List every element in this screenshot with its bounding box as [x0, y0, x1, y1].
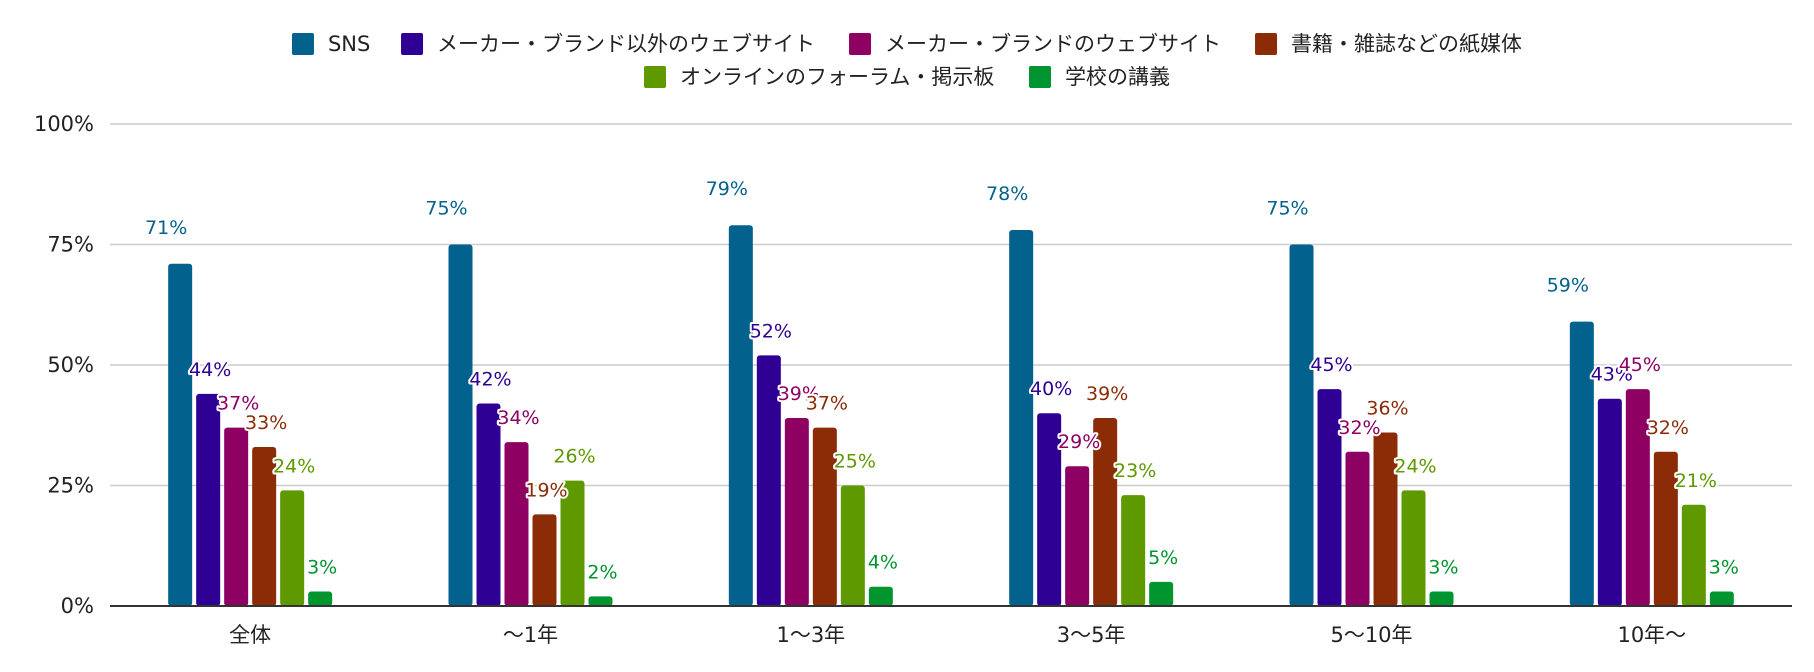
data-label: 45%	[1619, 354, 1661, 376]
data-label: 3%	[1709, 557, 1739, 579]
data-label: 71%	[145, 217, 187, 239]
data-label: 37%	[806, 393, 848, 415]
bar	[196, 393, 221, 606]
data-label: 75%	[1266, 198, 1308, 220]
bar	[476, 403, 501, 606]
data-label: 23%	[1114, 460, 1156, 482]
data-label: 29%	[1058, 431, 1100, 453]
bar	[1289, 244, 1314, 606]
x-tick-label: 1〜3年	[776, 623, 845, 647]
data-label: 39%	[1086, 383, 1128, 405]
data-label: 32%	[1647, 417, 1689, 439]
data-label: 52%	[750, 320, 792, 342]
bar	[1093, 418, 1118, 606]
data-label: 43%	[1591, 364, 1633, 386]
data-label: 21%	[1675, 470, 1717, 492]
bar	[1317, 389, 1342, 606]
y-tick-label: 0%	[61, 594, 94, 618]
bar	[1373, 432, 1398, 606]
bar	[1065, 466, 1090, 606]
bar	[756, 355, 781, 606]
bar	[1121, 495, 1146, 606]
data-label: 19%	[525, 479, 567, 501]
bar	[1681, 504, 1706, 606]
bar	[1569, 321, 1594, 606]
data-label: 2%	[587, 561, 617, 583]
bar	[560, 480, 585, 606]
bar	[1709, 591, 1734, 606]
bar	[1597, 398, 1622, 606]
bar	[1037, 413, 1062, 606]
bar	[1429, 591, 1454, 606]
data-label: 34%	[497, 407, 539, 429]
bar	[1401, 490, 1426, 606]
x-tick-label: 5〜10年	[1330, 623, 1412, 647]
data-label: 5%	[1148, 547, 1178, 569]
bar	[840, 485, 865, 606]
bar	[784, 418, 809, 606]
data-label: 44%	[189, 359, 231, 381]
legend-swatch	[401, 33, 424, 55]
data-label: 4%	[868, 552, 898, 574]
legend-label: SNS	[328, 32, 370, 56]
x-tick-label: 全体	[229, 623, 271, 647]
bar	[1009, 230, 1034, 607]
data-label: 59%	[1547, 275, 1589, 297]
y-tick-label: 50%	[47, 353, 94, 377]
data-label: 79%	[706, 178, 748, 200]
data-label: 32%	[1338, 417, 1380, 439]
legend-label: メーカー・ブランド以外のウェブサイト	[437, 32, 815, 56]
data-label: 3%	[1428, 557, 1458, 579]
x-tick-label: 10年〜	[1617, 623, 1686, 647]
data-label: 45%	[1310, 354, 1352, 376]
legend-label: メーカー・ブランドのウェブサイト	[885, 32, 1221, 56]
bar	[812, 427, 837, 606]
data-label: 3%	[307, 557, 337, 579]
data-label: 75%	[425, 198, 467, 220]
legend-label: オンラインのフォーラム・掲示板	[680, 65, 994, 89]
data-label: 42%	[469, 369, 511, 391]
data-label: 36%	[1366, 397, 1408, 419]
bar	[532, 514, 557, 606]
legend-swatch	[849, 33, 872, 55]
bar	[308, 591, 333, 606]
bar	[504, 442, 529, 606]
legend-swatch	[1255, 33, 1278, 55]
bar	[728, 225, 753, 606]
bar	[168, 263, 193, 606]
data-label: 78%	[986, 183, 1028, 205]
legend-swatch	[291, 33, 314, 55]
legend-swatch	[644, 66, 666, 88]
bar	[280, 490, 305, 606]
bar	[1653, 451, 1678, 606]
data-label: 37%	[217, 393, 259, 415]
bar	[224, 427, 249, 606]
bar	[1625, 389, 1650, 606]
bar	[868, 586, 893, 606]
data-label: 24%	[1394, 455, 1436, 477]
legend-label: 書籍・雑誌などの紙媒体	[1291, 32, 1522, 56]
data-label: 24%	[273, 455, 315, 477]
data-label: 39%	[778, 383, 820, 405]
bar	[252, 446, 277, 606]
bar	[1345, 451, 1370, 606]
x-tick-label: 3〜5年	[1057, 623, 1126, 647]
y-tick-label: 100%	[34, 112, 94, 136]
x-tick-label: 〜1年	[503, 623, 558, 647]
bar	[448, 244, 473, 606]
legend-swatch	[1029, 66, 1051, 88]
bar	[588, 596, 613, 606]
data-label: 40%	[1030, 378, 1072, 400]
legend-label: 学校の講義	[1065, 65, 1170, 89]
y-tick-label: 75%	[47, 233, 94, 257]
data-label: 33%	[245, 412, 287, 434]
data-label: 26%	[553, 446, 595, 468]
y-tick-label: 25%	[47, 474, 94, 498]
bar	[1149, 581, 1174, 606]
data-label: 25%	[834, 451, 876, 473]
